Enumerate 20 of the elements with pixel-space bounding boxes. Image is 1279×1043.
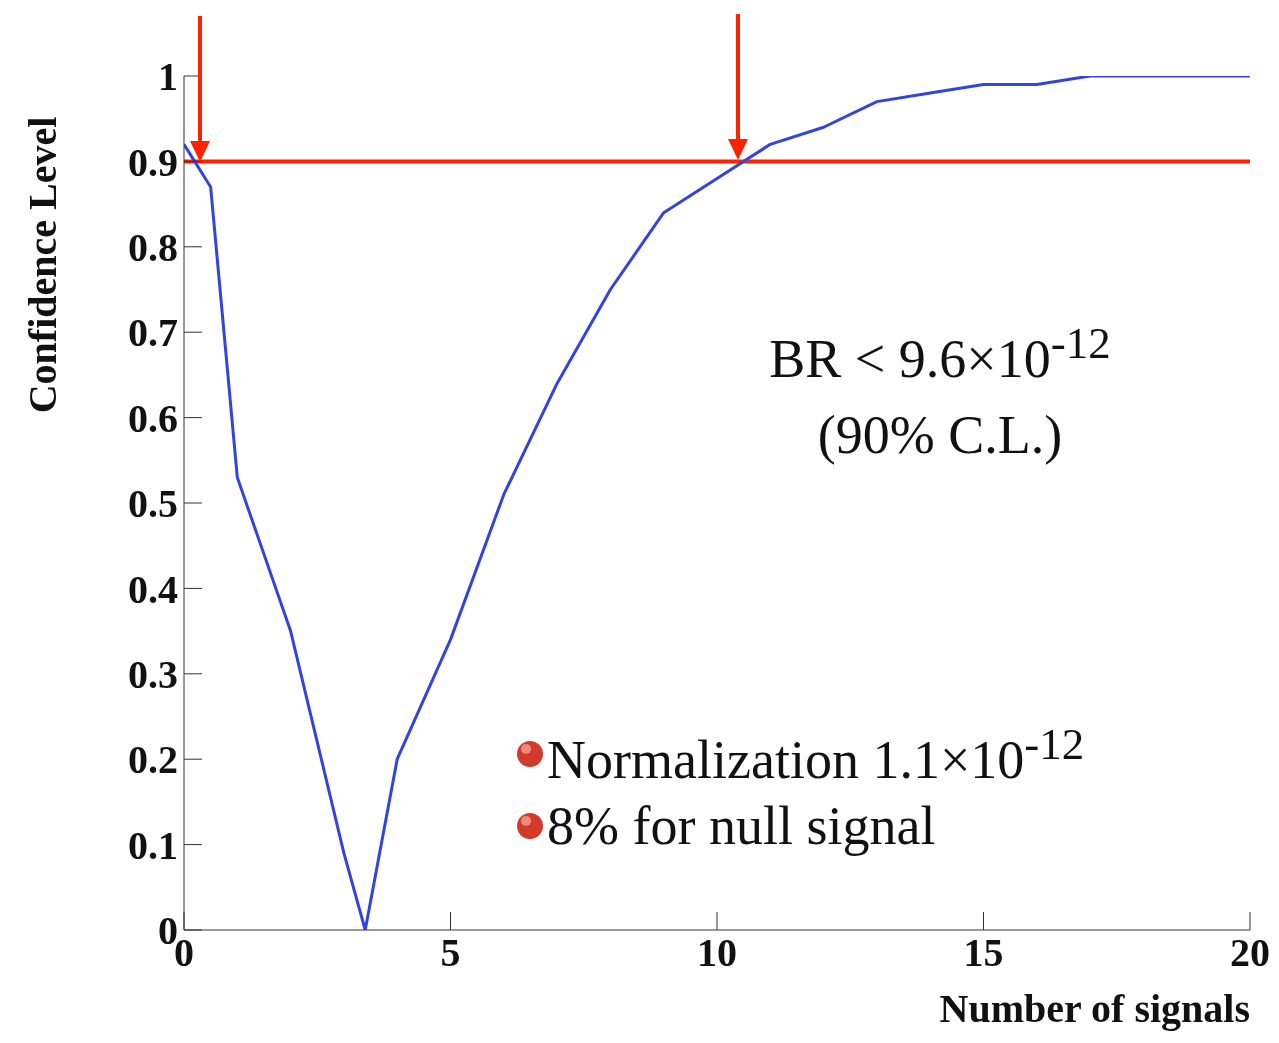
y-tick-label: 0.3 [128,652,178,697]
y-tick-label: 0.1 [128,822,178,868]
y-tick-label: 0.4 [128,566,178,612]
annotation: 8% for null signal [547,795,936,857]
x-tick-label: 15 [963,930,1004,976]
x-tick-label: 20 [1230,930,1270,976]
y-tick-label: 0.5 [128,481,178,527]
x-axis-title: Number of signals [939,986,1250,1031]
y-tick-label: 1 [158,54,178,100]
y-tick-label: 0.7 [128,310,178,356]
annotation: Normalization 1.1×10$^{-12}$ [547,717,1085,791]
y-tick-label: 0.8 [128,225,178,270]
x-tick-label: 5 [440,930,461,976]
y-axis-title: Confidence Level [20,116,65,414]
y-tick-label: 0.2 [128,737,178,783]
line-series [184,76,1250,930]
annotation: BR < 9.6×10$^{-12}$ (90% C.L.) [768,317,1112,467]
x-tick-label: 10 [697,930,737,976]
y-tick-label: 0.9 [128,139,178,185]
y-tick-label: 0.6 [128,395,178,441]
